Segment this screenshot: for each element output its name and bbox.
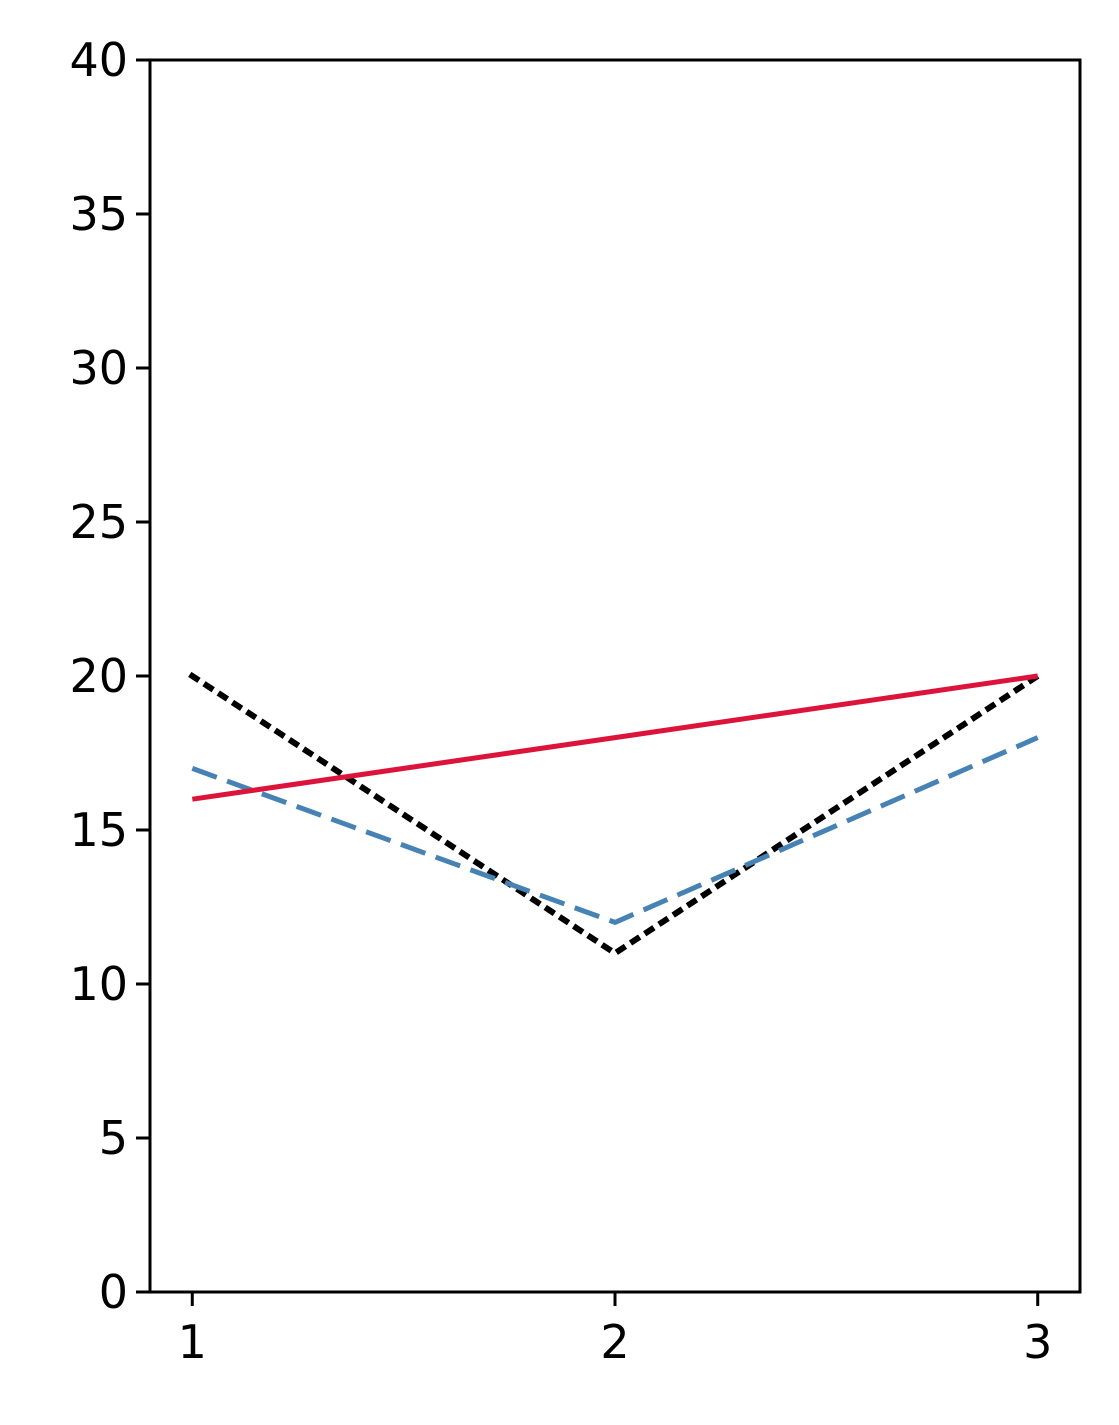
y-tick-label: 15	[69, 803, 128, 857]
y-tick-label: 30	[69, 341, 128, 395]
x-tick-label: 3	[1023, 1315, 1052, 1369]
y-tick-label: 5	[99, 1111, 128, 1165]
y-tick-label: 0	[99, 1265, 128, 1319]
series-line-2	[191, 735, 1039, 925]
y-tick-label: 25	[69, 495, 128, 549]
y-tick-label: 35	[69, 187, 128, 241]
y-tick-label: 20	[69, 649, 128, 703]
y-axis: 0 5 10 15 20 25 30 35 40	[69, 33, 150, 1319]
x-tick-label: 1	[178, 1315, 207, 1369]
x-axis: 1 2 3	[178, 1292, 1052, 1369]
series-line-1	[188, 671, 1042, 957]
x-tick-label: 2	[600, 1315, 629, 1369]
series-line-3	[191, 673, 1039, 802]
series-layer	[188, 671, 1042, 957]
plot-frame	[148, 58, 1082, 1294]
y-tick-label: 40	[69, 33, 128, 87]
y-tick-label: 10	[69, 957, 128, 1011]
